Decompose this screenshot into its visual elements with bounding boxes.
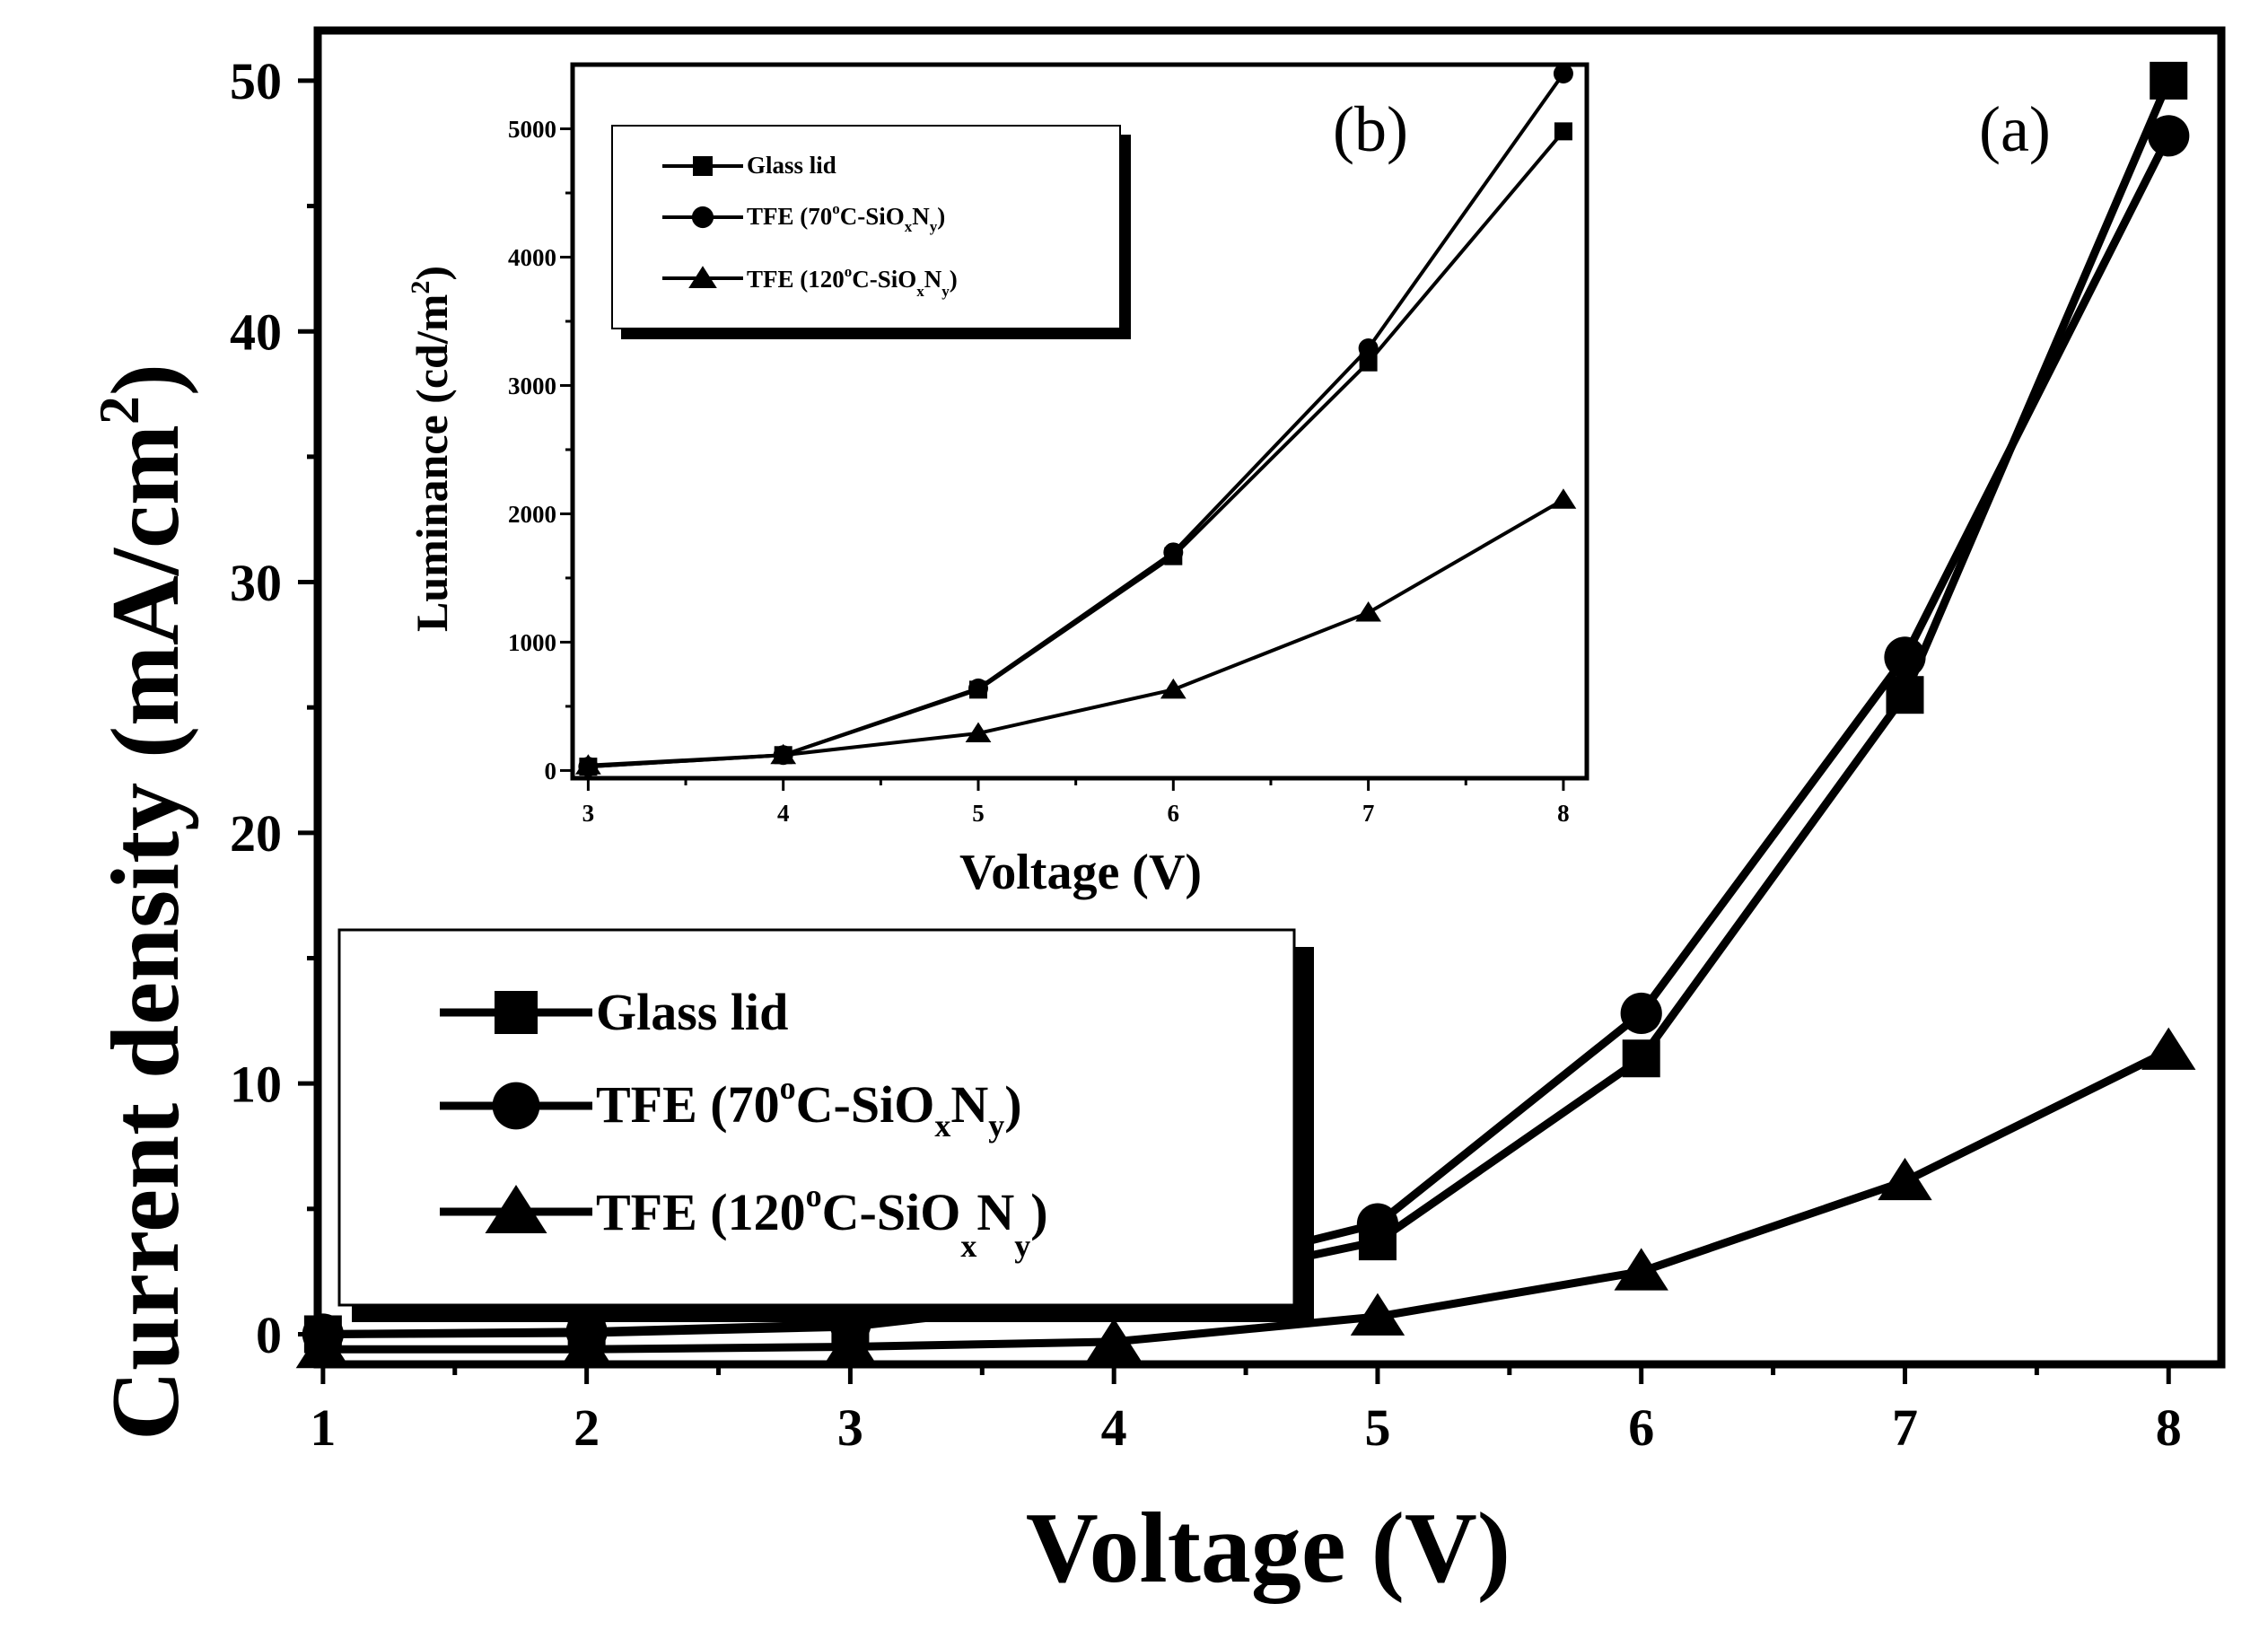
main-legend-swatches — [440, 991, 592, 1233]
inset-y-axis-title: Luminance (cd/m2) — [406, 266, 457, 632]
inset-legend: Glass lid TFE (70oC-SiOxNy) TFE (120oC-S… — [611, 125, 1131, 339]
inset-x-tick-label-7: 7 — [1362, 800, 1375, 827]
main-legend: Glass lid TFE (70oC-SiOxNy) TFE (120oC-S… — [337, 928, 1314, 1322]
main-x-tick-label-2: 2 — [574, 1398, 600, 1457]
inset-x-tick-label-5: 5 — [972, 800, 985, 827]
main-point-tfe-120-c-sioxny-8 — [2141, 1027, 2196, 1070]
main-legend-label-tfe120: TFE (120oC-SiOxNy) — [596, 1178, 1048, 1264]
main-x-tick-label-7: 7 — [1892, 1398, 1918, 1457]
main-plot-frame — [313, 26, 2226, 1369]
inset-x-axis-title: Voltage (V) — [959, 845, 1202, 900]
main-y-tick-label-0: 0 — [256, 1306, 282, 1364]
main-y-axis-title-sup: 2 — [87, 396, 151, 425]
panel-label-b: (b) — [1333, 93, 1408, 165]
main-legend-marker-tfe-70-c-sioxny — [492, 1082, 540, 1130]
main-legend-marker-tfe-120-c-sioxny — [485, 1185, 547, 1233]
main-point-tfe-70-c-sioxny-6 — [1620, 992, 1662, 1035]
inset-axis-ticks — [560, 127, 1565, 791]
main-y-tick-label-20: 20 — [230, 804, 282, 863]
main-y-axis-title: Current density (mA/cm2) — [87, 364, 199, 1441]
inset-point-tfe-120-c-sioxny-7 — [1355, 601, 1381, 622]
main-point-tfe-120-c-sioxny-4 — [1086, 1318, 1142, 1361]
main-legend-marker-glass-lid — [495, 991, 538, 1034]
inset-x-tick-label-6: 6 — [1168, 800, 1180, 827]
main-y-tick-label-10: 10 — [230, 1055, 282, 1113]
inset-point-tfe-120-c-sioxny-4 — [770, 743, 797, 765]
inset-legend-marker-tfe-70-c-sioxny — [691, 206, 714, 229]
main-point-tfe-120-c-sioxny-1 — [295, 1325, 351, 1369]
main-point-tfe-120-c-sioxny-5 — [1350, 1293, 1405, 1336]
inset-y-axis-title-sup: 2 — [406, 281, 435, 294]
inset-plot-frame — [570, 62, 1589, 781]
main-point-tfe-120-c-sioxny-3 — [823, 1323, 878, 1366]
inset-chart: 3 4 5 6 7 8 0 1000 2000 3000 4000 5000 (b) Voltage… — [406, 62, 1589, 900]
inset-x-tick-label-3: 3 — [582, 800, 595, 827]
main-x-tick-label-6: 6 — [1628, 1398, 1654, 1457]
inset-x-tick-label-8: 8 — [1557, 800, 1570, 827]
inset-legend-label-glass: Glass lid — [747, 152, 836, 179]
main-point-glass-lid-8 — [2150, 61, 2188, 100]
inset-legend-label-tfe70: TFE (70oC-SiOxNy) — [747, 200, 945, 235]
main-line-tfe-120-c-sioxny — [322, 1047, 2171, 1354]
inset-y-tick-label-1000: 1000 — [508, 629, 556, 656]
main-point-tfe-120-c-sioxny-2 — [559, 1325, 614, 1369]
main-legend-label-tfe70: TFE (70oC-SiOxNy) — [596, 1070, 1022, 1144]
inset-legend-swatches — [662, 156, 743, 288]
main-point-tfe-70-c-sioxny-8 — [2148, 115, 2190, 157]
main-y-tick-labels: 0 10 20 30 40 50 — [230, 52, 282, 1364]
inset-point-glass-lid-7 — [1359, 353, 1378, 372]
inset-x-tick-label-4: 4 — [777, 800, 790, 827]
main-point-tfe-120-c-sioxny-6 — [1614, 1248, 1668, 1291]
inset-legend-marker-glass-lid — [693, 156, 713, 176]
main-x-tick-label-3: 3 — [837, 1398, 863, 1457]
main-point-tfe-70-c-sioxny-7 — [1884, 636, 1926, 679]
inset-y-tick-label-3000: 3000 — [508, 372, 556, 399]
inset-point-tfe-120-c-sioxny-6 — [1160, 678, 1187, 699]
main-x-tick-label-4: 4 — [1101, 1398, 1127, 1457]
main-series-tfe-120-c-sioxny — [295, 1027, 2196, 1369]
inset-y-tick-labels: 0 1000 2000 3000 4000 5000 — [508, 116, 556, 784]
panel-label-a: (a) — [1979, 93, 2051, 165]
main-point-tfe-70-c-sioxny-5 — [1356, 1203, 1399, 1245]
main-x-tick-label-5: 5 — [1364, 1398, 1390, 1457]
main-y-tick-label-30: 30 — [230, 554, 282, 612]
main-axis-ticks — [298, 78, 2171, 1384]
main-point-tfe-120-c-sioxny-7 — [1878, 1157, 1932, 1201]
inset-y-tick-label-2000: 2000 — [508, 501, 556, 528]
inset-y-axis-title-close: ) — [407, 266, 457, 281]
inset-legend-label-tfe120: TFE (120oC-SiOxNy) — [747, 263, 958, 300]
inset-y-tick-label-4000: 4000 — [508, 244, 556, 271]
inset-point-glass-lid-8 — [1554, 122, 1572, 141]
main-point-glass-lid-6 — [1622, 1039, 1660, 1078]
main-x-tick-labels: 1 2 3 4 5 6 7 8 — [310, 1398, 2181, 1457]
inset-point-tfe-70-c-sioxny-7 — [1358, 337, 1379, 358]
inset-y-axis-title-text: Luminance (cd/m — [407, 294, 457, 632]
inset-point-tfe-70-c-sioxny-8 — [1553, 64, 1573, 84]
main-point-glass-lid-7 — [1886, 676, 1924, 714]
main-x-tick-label-8: 8 — [2156, 1398, 2182, 1457]
main-legend-label-glass: Glass lid — [596, 983, 788, 1041]
main-y-axis-title-close: ) — [92, 364, 199, 396]
inset-series-group — [575, 64, 1577, 777]
main-y-tick-label-50: 50 — [230, 52, 282, 110]
main-x-tick-label-1: 1 — [310, 1398, 336, 1457]
inset-line-tfe-120-c-sioxny — [588, 497, 1564, 767]
inset-series-tfe-120-c-sioxny — [575, 488, 1577, 775]
inset-y-tick-label-0: 0 — [545, 758, 557, 784]
main-y-tick-label-40: 40 — [230, 302, 282, 361]
inset-legend-marker-tfe-120-c-sioxny — [688, 266, 717, 288]
inset-point-tfe-120-c-sioxny-8 — [1550, 488, 1577, 509]
inset-point-tfe-70-c-sioxny-5 — [968, 678, 988, 698]
inset-point-tfe-70-c-sioxny-6 — [1163, 542, 1184, 563]
inset-y-tick-label-5000: 5000 — [508, 116, 556, 143]
inset-point-tfe-120-c-sioxny-3 — [575, 754, 601, 775]
main-x-axis-title: Voltage (V) — [1026, 1493, 1511, 1604]
main-y-axis-title-text: Current density (mA/cm — [92, 425, 199, 1441]
inset-x-tick-labels: 3 4 5 6 7 8 — [582, 800, 1570, 827]
inset-point-tfe-120-c-sioxny-5 — [965, 722, 992, 742]
